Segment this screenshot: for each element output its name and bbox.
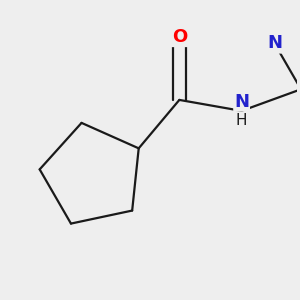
Text: N: N — [234, 93, 249, 111]
Text: O: O — [172, 28, 187, 46]
Text: N: N — [267, 34, 282, 52]
Text: H: H — [236, 112, 247, 128]
